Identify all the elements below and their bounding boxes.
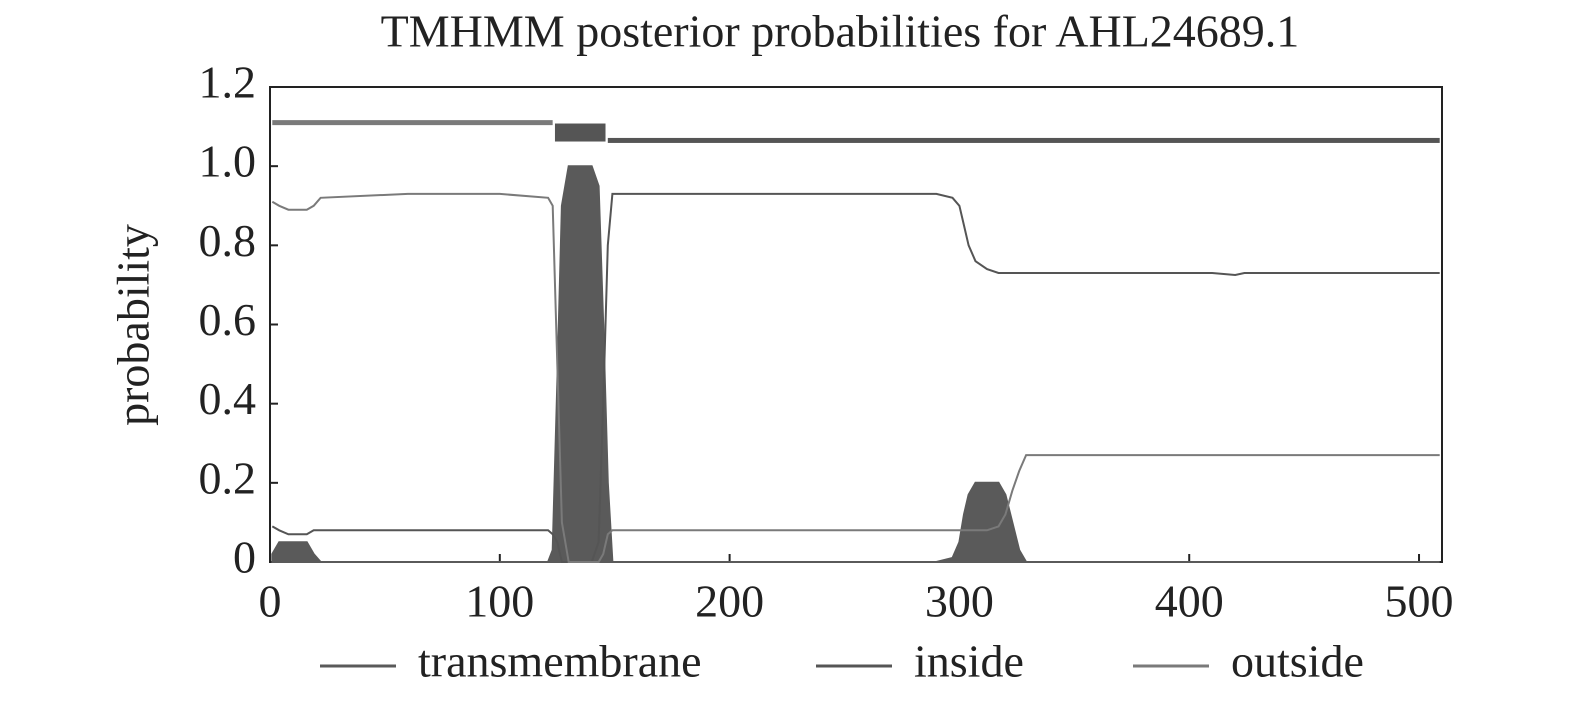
x-tick-label: 500 bbox=[1385, 576, 1454, 627]
x-tick-label: 400 bbox=[1155, 576, 1224, 627]
y-tick-label: 0.2 bbox=[199, 452, 257, 503]
x-tick-label: 300 bbox=[925, 576, 994, 627]
x-tick-label: 0 bbox=[259, 576, 282, 627]
y-tick-label: 1.0 bbox=[199, 136, 257, 187]
y-tick-label: 0.4 bbox=[199, 373, 257, 424]
plot-frame bbox=[269, 86, 1443, 563]
y-axis-label: probability bbox=[108, 224, 159, 426]
series-area bbox=[271, 165, 1440, 563]
y-tick-label: 0 bbox=[233, 532, 256, 583]
topology-segment bbox=[272, 120, 553, 126]
chart-title: TMHMM posterior probabilities for AHL246… bbox=[381, 6, 1300, 57]
series-line bbox=[271, 192, 1440, 563]
y-tick-label: 0.8 bbox=[199, 215, 257, 266]
x-tick-label: 100 bbox=[465, 576, 534, 627]
legend-label: transmembrane bbox=[418, 636, 702, 687]
topology-segment bbox=[607, 137, 1440, 143]
y-tick-label: 0.6 bbox=[199, 294, 257, 345]
topology-segment bbox=[554, 123, 606, 142]
x-tick-label: 200 bbox=[695, 576, 764, 627]
legend-label: outside bbox=[1231, 636, 1364, 687]
y-tick-label: 1.2 bbox=[199, 57, 257, 108]
series-line bbox=[271, 192, 1440, 563]
legend-label: inside bbox=[914, 636, 1024, 687]
